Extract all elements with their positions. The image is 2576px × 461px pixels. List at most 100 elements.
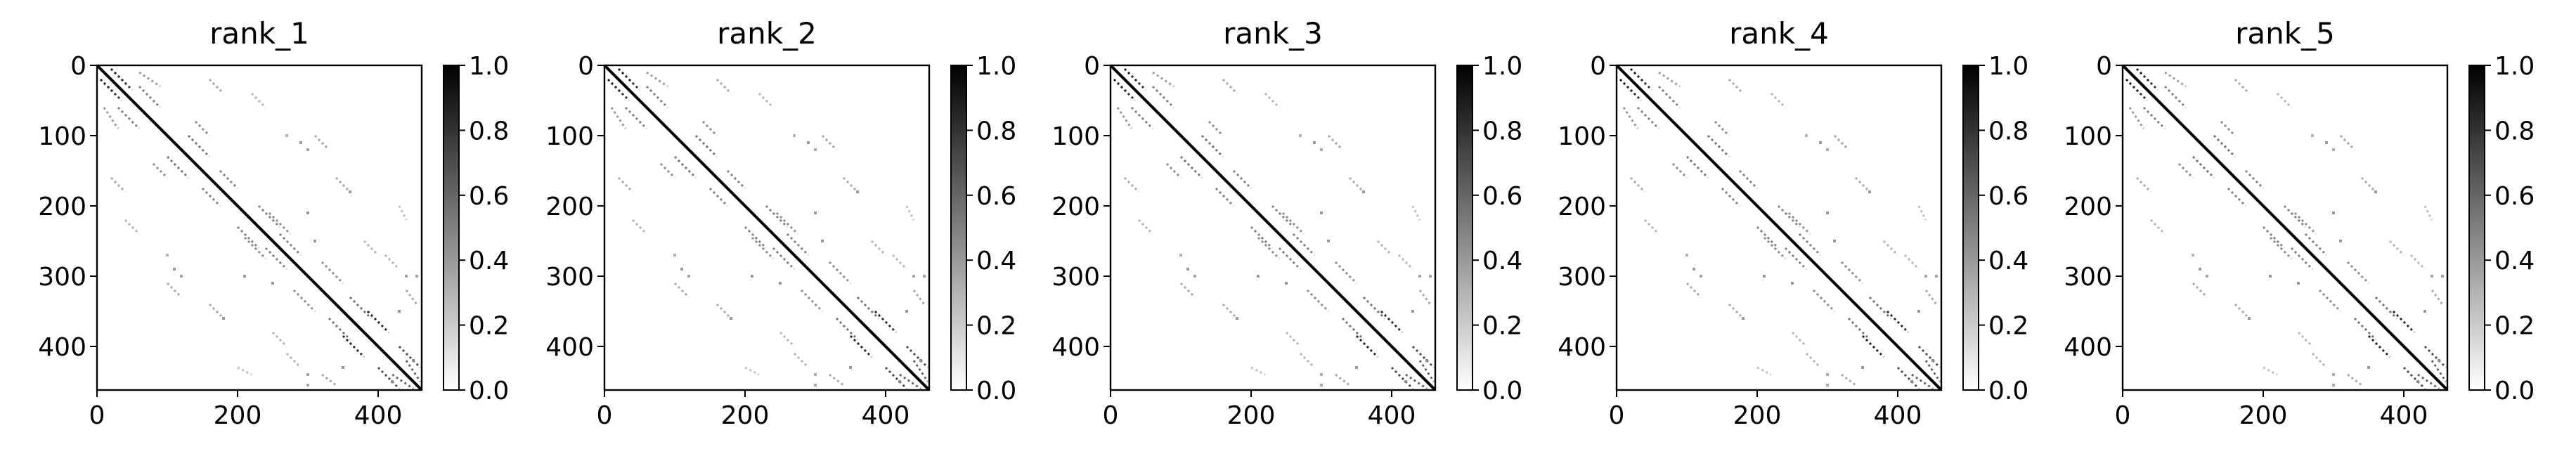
contact-segment	[1208, 120, 1224, 137]
heatmap-marks	[1111, 65, 1435, 390]
contact-segment	[1222, 78, 1238, 95]
x-tick-label: 400	[2380, 401, 2428, 430]
y-tick-label: 300	[1051, 263, 1100, 292]
contact-segment	[1327, 134, 1344, 151]
contact-segment	[194, 120, 211, 137]
colorbar-tick-label: 0.8	[2494, 117, 2535, 145]
contact-point	[1763, 275, 1766, 278]
contact-segment	[187, 134, 211, 158]
contact-segment	[1791, 331, 1808, 348]
contact-point	[342, 366, 344, 369]
contact-point	[1425, 359, 1428, 362]
contact-point	[898, 380, 901, 383]
y-tick-label: 100	[38, 122, 86, 151]
contact-segment	[201, 187, 221, 207]
contact-segment	[744, 226, 768, 249]
contact-segment	[2283, 204, 2307, 228]
colorbar-tick-label: 0.2	[469, 312, 509, 341]
contact-segment	[1257, 236, 1281, 260]
x-tick-label: 400	[1368, 401, 1416, 430]
contact-point	[1910, 380, 1913, 383]
colorbar-tick-label: 1.0	[1988, 52, 2028, 81]
contact-segment	[271, 331, 288, 348]
diagonal-line	[97, 65, 422, 390]
contact-segment	[2339, 134, 2356, 151]
contact-segment	[1116, 107, 1133, 129]
contact-point	[2199, 268, 2201, 271]
contact-point	[1257, 275, 1260, 278]
panel-1: rank_1 0 200 400 0 100 200 300 400 0.0 0.2 0.4 0.6 0.…	[38, 16, 509, 430]
contact-segment	[786, 233, 810, 257]
contact-point	[349, 190, 351, 193]
contact-point	[1935, 275, 1938, 278]
contact-segment	[874, 310, 898, 334]
contact-point	[1313, 141, 1316, 144]
contact-segment	[800, 289, 824, 313]
contact-segment	[1643, 219, 1660, 235]
contact-point	[173, 268, 176, 271]
contact-segment	[1151, 85, 1175, 109]
y-tick-label: 100	[2064, 122, 2112, 151]
x-tick-label: 0	[1609, 401, 1625, 430]
contact-point	[1320, 384, 1323, 387]
y-tick-label: 200	[38, 193, 86, 221]
contact-point	[313, 240, 316, 242]
contact-segment	[856, 296, 880, 320]
heatmap-marks	[2123, 65, 2447, 390]
contact-segment	[842, 176, 859, 193]
contact-segment	[2353, 317, 2377, 341]
contact-point	[1193, 275, 1196, 278]
contact-segment	[870, 240, 887, 257]
contact-segment	[1390, 366, 1414, 390]
contact-segment	[2142, 74, 2159, 91]
contact-segment	[1292, 233, 1316, 257]
contact-point	[905, 310, 908, 313]
contact-point	[306, 148, 309, 151]
contact-point	[1320, 148, 1323, 151]
contact-point	[1429, 275, 1432, 278]
contact-segment	[1714, 120, 1730, 137]
contact-segment	[1671, 162, 1688, 179]
contact-segment	[1405, 373, 1428, 390]
contact-segment	[1903, 254, 1920, 271]
contact-segment	[2234, 78, 2251, 95]
contact-segment	[366, 310, 390, 334]
contact-point	[1285, 282, 1288, 285]
contact-segment	[772, 247, 796, 271]
contact-segment	[1770, 92, 1787, 109]
contact-segment	[363, 240, 380, 257]
contact-segment	[236, 226, 260, 249]
contact-point	[1826, 373, 1829, 376]
contact-segment	[2276, 92, 2293, 109]
contact-point	[849, 366, 852, 369]
contact-segment	[2128, 107, 2145, 129]
x-tick-label: 200	[2239, 401, 2288, 430]
contact-point	[1833, 240, 1836, 242]
contact-segment	[1805, 352, 1822, 369]
colorbar-tick-label: 0.0	[976, 377, 1016, 405]
panel-title: rank_5	[2235, 16, 2335, 51]
colorbar-tick-label: 1.0	[469, 52, 509, 81]
contact-segment	[208, 78, 225, 95]
panel-title: rank_3	[1223, 16, 1323, 51]
contact-segment	[2392, 310, 2416, 334]
contact-segment	[1215, 187, 1235, 207]
contact-segment	[1299, 352, 1316, 369]
contact-segment	[2423, 345, 2447, 369]
contact-segment	[2192, 282, 2208, 299]
contact-point	[2441, 275, 2444, 278]
colorbar-tick-label: 0.2	[1482, 312, 1522, 341]
contact-point	[1742, 317, 1745, 320]
contact-point	[2438, 359, 2440, 362]
contact-point	[1924, 275, 1927, 278]
contact-segment	[708, 187, 729, 207]
colorbar-tick-label: 0.6	[1988, 182, 2028, 211]
contact-segment	[2318, 289, 2342, 313]
contact-segment	[166, 155, 190, 179]
contact-segment	[2304, 233, 2328, 257]
contact-point	[2374, 190, 2377, 193]
contact-point	[814, 384, 817, 387]
contact-segment	[2431, 360, 2447, 382]
contact-segment	[2269, 236, 2293, 260]
y-tick-label: 300	[545, 263, 594, 292]
